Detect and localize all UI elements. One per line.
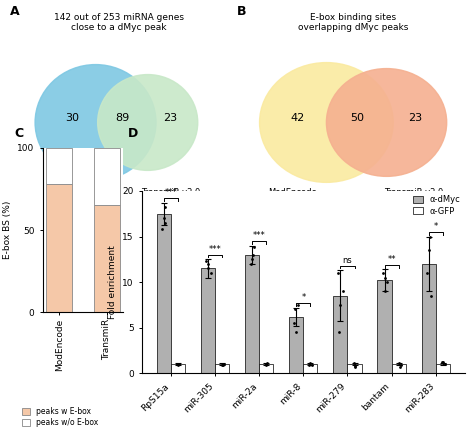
Bar bbox=[201, 268, 215, 373]
Text: 50: 50 bbox=[351, 113, 365, 124]
Point bbox=[395, 360, 402, 367]
Text: 30: 30 bbox=[65, 113, 80, 124]
Text: A: A bbox=[10, 5, 20, 18]
Text: TransmiR v2.0
database: TransmiR v2.0 database bbox=[141, 188, 200, 208]
Bar bbox=[93, 148, 119, 205]
Point bbox=[337, 301, 344, 308]
Bar bbox=[245, 255, 259, 373]
Text: B: B bbox=[237, 5, 247, 18]
Bar bbox=[93, 205, 119, 312]
Point bbox=[262, 362, 270, 368]
Text: ns: ns bbox=[343, 256, 352, 265]
Text: ***: *** bbox=[164, 188, 177, 197]
Point bbox=[379, 270, 387, 276]
Text: TransmiR v2.0
database: TransmiR v2.0 database bbox=[383, 188, 443, 208]
Point bbox=[295, 301, 302, 308]
Point bbox=[383, 279, 391, 286]
Bar bbox=[347, 364, 362, 373]
Point bbox=[335, 329, 343, 336]
Point bbox=[350, 359, 358, 366]
Text: 23: 23 bbox=[409, 113, 422, 124]
Text: 42: 42 bbox=[290, 113, 305, 124]
Point bbox=[204, 260, 212, 267]
Point bbox=[162, 219, 169, 227]
Point bbox=[207, 270, 214, 276]
Bar bbox=[333, 296, 347, 373]
Point bbox=[309, 361, 316, 368]
Bar bbox=[377, 280, 392, 373]
Point bbox=[438, 359, 446, 366]
Circle shape bbox=[260, 62, 393, 182]
Text: *: * bbox=[434, 222, 438, 231]
Point bbox=[263, 359, 271, 366]
Point bbox=[351, 363, 358, 370]
Point bbox=[439, 358, 447, 365]
Bar bbox=[392, 364, 406, 373]
Bar bbox=[157, 214, 171, 373]
Point bbox=[351, 363, 359, 370]
Point bbox=[248, 256, 256, 263]
Point bbox=[161, 204, 169, 211]
Point bbox=[250, 244, 257, 251]
Point bbox=[292, 306, 299, 313]
Text: **: ** bbox=[387, 255, 396, 264]
Bar bbox=[215, 364, 229, 373]
Text: ***: *** bbox=[253, 231, 265, 240]
Bar bbox=[259, 364, 273, 373]
Bar bbox=[303, 364, 318, 373]
Point bbox=[397, 362, 404, 368]
Bar bbox=[422, 264, 436, 373]
Point bbox=[218, 362, 225, 368]
Point bbox=[202, 258, 210, 265]
Point bbox=[175, 361, 182, 368]
Point bbox=[306, 359, 314, 366]
Legend: peaks w E-box, peaks w/o E-box: peaks w E-box, peaks w/o E-box bbox=[22, 407, 98, 427]
Point bbox=[334, 270, 342, 276]
Circle shape bbox=[35, 65, 156, 181]
Bar bbox=[46, 148, 73, 184]
Text: C: C bbox=[14, 127, 23, 140]
Point bbox=[219, 362, 227, 369]
Circle shape bbox=[98, 75, 198, 171]
Point bbox=[426, 233, 434, 240]
Point bbox=[220, 360, 228, 367]
Point bbox=[174, 362, 182, 368]
Point bbox=[339, 288, 346, 295]
Bar bbox=[46, 184, 73, 312]
Point bbox=[262, 361, 269, 368]
Point bbox=[158, 226, 165, 233]
Text: 89: 89 bbox=[116, 113, 130, 124]
Legend: α-dMyc, α-GFP: α-dMyc, α-GFP bbox=[413, 195, 460, 216]
Point bbox=[427, 292, 435, 299]
Point bbox=[290, 319, 298, 326]
Y-axis label: Fold enrichment: Fold enrichment bbox=[108, 245, 117, 319]
Point bbox=[247, 260, 255, 267]
Point bbox=[425, 247, 433, 253]
Bar bbox=[171, 364, 185, 373]
Point bbox=[173, 361, 181, 368]
Point bbox=[381, 288, 389, 295]
Text: 142 out of 253 miRNA genes
close to a dMyc peak: 142 out of 253 miRNA genes close to a dM… bbox=[54, 13, 183, 32]
Bar bbox=[436, 364, 450, 373]
Bar bbox=[289, 317, 303, 373]
Point bbox=[441, 361, 449, 368]
Text: 23: 23 bbox=[164, 113, 178, 124]
Point bbox=[423, 270, 430, 276]
Point bbox=[249, 251, 257, 258]
Y-axis label: E-box BS (%): E-box BS (%) bbox=[2, 201, 11, 259]
Text: D: D bbox=[128, 127, 138, 140]
Point bbox=[292, 329, 300, 336]
Point bbox=[204, 265, 212, 272]
Text: ***: *** bbox=[209, 245, 221, 254]
Point bbox=[396, 363, 403, 370]
Point bbox=[160, 215, 167, 222]
Circle shape bbox=[327, 69, 447, 176]
Point bbox=[305, 361, 313, 368]
Text: ModEncode
ChIP-seq: ModEncode ChIP-seq bbox=[42, 188, 91, 208]
Point bbox=[381, 274, 389, 281]
Text: ModEncode
ChIP-seq: ModEncode ChIP-seq bbox=[269, 188, 318, 208]
Text: E-box binding sites
overlapping dMyc peaks: E-box binding sites overlapping dMyc pea… bbox=[298, 13, 408, 32]
Text: *: * bbox=[301, 293, 305, 302]
